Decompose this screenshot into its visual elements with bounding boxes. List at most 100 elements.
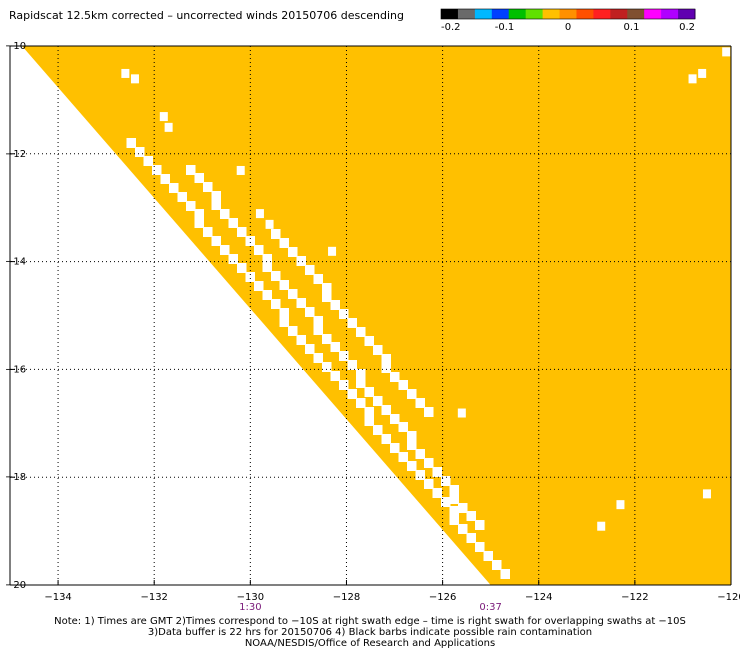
missing-data-cell (424, 479, 434, 489)
missing-data-cell (415, 398, 425, 408)
missing-data-cell (322, 292, 332, 302)
missing-data-cell (279, 238, 289, 248)
x-tick-label: −134 (44, 592, 71, 603)
missing-data-cell (169, 183, 179, 193)
missing-data-cell (220, 209, 230, 219)
missing-data-cell (483, 551, 493, 561)
missing-data-cell (236, 165, 245, 175)
heatmap-swath (22, 46, 732, 585)
colorbar-border (440, 8, 696, 20)
colorbar: -0.2 -0.1 0 0.1 0.2 (440, 8, 696, 33)
colorbar-swatch (542, 9, 561, 19)
missing-data-cell (373, 425, 383, 435)
missing-data-cell (245, 272, 255, 282)
missing-data-cell (356, 327, 366, 337)
missing-data-cell (449, 494, 459, 504)
x-tick-label: −122 (621, 592, 648, 603)
missing-data-cell (356, 369, 366, 379)
missing-data-cell (211, 236, 221, 246)
missing-data-cell (279, 280, 289, 290)
missing-data-cell (381, 434, 391, 444)
missing-data-cell (688, 74, 697, 84)
missing-data-cell (364, 387, 374, 397)
colorbar-swatch (491, 9, 510, 19)
missing-data-cell (237, 263, 247, 273)
missing-data-cell (152, 165, 162, 175)
colorbar-tick-label: 0 (565, 22, 571, 33)
missing-data-cell (220, 245, 230, 255)
missing-data-cell (143, 156, 153, 166)
missing-data-cell (616, 500, 625, 510)
missing-data-cell (186, 165, 196, 175)
missing-data-cell (322, 362, 332, 372)
missing-data-cell (262, 262, 272, 272)
missing-data-cell (407, 431, 417, 441)
missing-data-cell (271, 271, 281, 281)
missing-data-cell (373, 396, 383, 406)
missing-data-cell (347, 389, 357, 399)
missing-data-cell (381, 363, 391, 373)
x-tick-labels: −134 −132 −130 −128 −126 −124 −122 −120 (44, 592, 740, 603)
missing-data-cell (288, 247, 298, 257)
colorbar-swatch (508, 9, 527, 19)
missing-data-cell (356, 378, 366, 388)
missing-data-cell (398, 422, 408, 432)
footnote-line: NOAA/NESDIS/Office of Research and Appli… (244, 638, 496, 649)
colorbar-swatch (525, 9, 544, 19)
missing-data-cell (441, 476, 451, 486)
missing-data-cell (203, 182, 213, 192)
colorbar-tick-label: 0.2 (679, 22, 695, 33)
colorbar-swatch (627, 9, 645, 19)
missing-data-cell (279, 308, 289, 318)
missing-data-cell (313, 316, 323, 326)
colorbar-swatch (644, 9, 662, 19)
missing-data-cell (449, 485, 459, 495)
missing-data-cell (313, 274, 323, 284)
missing-data-cell (194, 209, 204, 219)
missing-data-cell (254, 281, 264, 291)
missing-data-cell (330, 342, 340, 352)
missing-data-cell (296, 256, 306, 266)
missing-data-cell (458, 524, 468, 534)
missing-data-cell (121, 68, 130, 78)
missing-data-cell (466, 533, 476, 543)
missing-data-cell (475, 542, 485, 552)
missing-data-cell (449, 506, 459, 516)
missing-data-cell (177, 192, 187, 202)
missing-data-cell (500, 569, 510, 579)
missing-data-cell (457, 408, 466, 418)
heatmap-area (22, 46, 732, 585)
missing-data-cell (356, 398, 366, 408)
missing-data-cell (211, 200, 221, 210)
missing-data-cell (398, 452, 408, 462)
missing-data-cell (415, 449, 425, 459)
missing-data-cell (322, 334, 332, 344)
y-tick-label: −20 (5, 580, 26, 591)
y-tick-label: −18 (5, 472, 26, 483)
missing-data-cell (330, 300, 340, 310)
missing-data-cell (305, 265, 315, 275)
missing-data-cell (722, 47, 731, 57)
missing-data-cell (339, 309, 349, 319)
colorbar-tick-label: -0.2 (441, 22, 461, 33)
colorbar-swatch (441, 9, 459, 19)
colorbar-swatch (576, 9, 594, 19)
x-tick-label: −120 (717, 592, 740, 603)
plot-frame (9, 45, 732, 586)
y-tick-label: −16 (5, 364, 26, 375)
missing-data-cell (347, 360, 357, 370)
missing-data-cell (339, 351, 349, 361)
missing-data-cell (458, 503, 468, 513)
missing-data-cell (424, 458, 434, 468)
missing-data-cell (449, 515, 459, 525)
missing-data-cell (211, 191, 221, 201)
missing-data-cell (160, 174, 170, 184)
gridlines (10, 46, 731, 585)
missing-data-cell (305, 344, 315, 354)
colorbar-swatch (457, 9, 476, 19)
missing-data-cell (390, 414, 400, 424)
colorbar-swatch (610, 9, 628, 19)
missing-data-cell (228, 218, 238, 228)
missing-data-cell (390, 443, 400, 453)
